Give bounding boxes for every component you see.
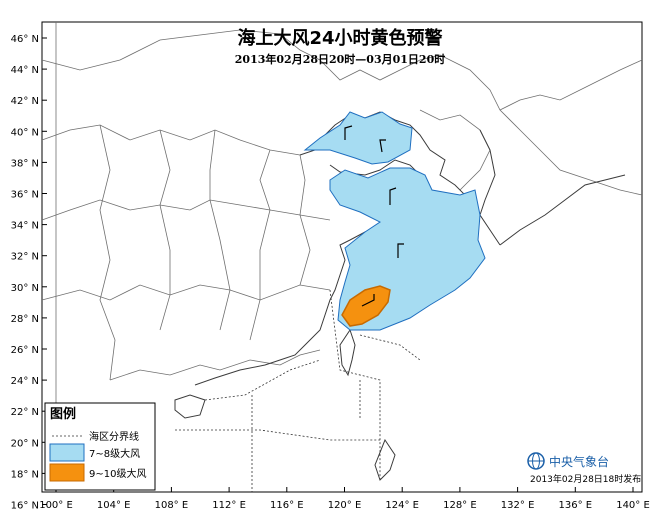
lon-label: 104° E <box>97 500 131 511</box>
legend-label-7-8: 7~8级大风 <box>89 447 140 460</box>
wind-barb-icon <box>361 294 375 307</box>
lat-label: 18° N <box>11 469 39 480</box>
cma-globe-icon <box>527 452 545 470</box>
wind-barb-icon <box>389 187 397 205</box>
lat-label: 34° N <box>11 221 39 232</box>
lon-label: 136° E <box>559 500 593 511</box>
lat-label: 46° N <box>11 34 39 45</box>
legend-label-9-10: 9~10级大风 <box>89 467 146 480</box>
longitude-axis: 100° E 104° E 108° E 112° E 116° E 120° E 124°… <box>39 487 650 511</box>
wind-barbs <box>344 125 404 307</box>
latitude-axis: 46° N 44° N 42° N 40° N 38° N 36° N 34° N 32° N… <box>11 34 47 512</box>
legend-swatch-7-8 <box>49 443 85 462</box>
lon-label: 132° E <box>501 500 535 511</box>
lat-label: 26° N <box>11 345 39 356</box>
lat-label: 44° N <box>11 65 39 76</box>
lat-label: 24° N <box>11 376 39 387</box>
map-subtitle: 2013年02月28日20时—03月01日20时 <box>235 52 445 66</box>
lon-label: 124° E <box>385 500 419 511</box>
lon-label: 140° E <box>616 500 650 511</box>
lat-label: 28° N <box>11 314 39 325</box>
lat-label: 38° N <box>11 158 39 169</box>
lat-label: 20° N <box>11 438 39 449</box>
issued-time: 2013年02月28日18时发布 <box>530 473 641 485</box>
lat-label: 22° N <box>11 407 39 418</box>
lon-label: 100° E <box>39 500 73 511</box>
map-title: 海上大风24小时黄色预警 <box>237 27 442 49</box>
wind-barb-icon <box>397 243 404 258</box>
publisher-name: 中央气象台 <box>549 454 609 469</box>
lon-label: 108° E <box>155 500 189 511</box>
legend-swatch-9-10 <box>49 463 85 482</box>
lon-label: 112° E <box>212 500 246 511</box>
gale-7-8-area <box>303 111 486 331</box>
lon-label: 120° E <box>328 500 362 511</box>
lat-label: 30° N <box>11 283 39 294</box>
lat-label: 32° N <box>11 252 39 263</box>
gale-9-10-area <box>341 285 391 327</box>
lat-label: 16° N <box>11 501 39 512</box>
legend-label-sea-boundary: 海区分界线 <box>89 430 139 443</box>
lat-label: 36° N <box>11 190 39 201</box>
lon-label: 116° E <box>270 500 304 511</box>
legend-title: 图例 <box>50 406 76 422</box>
wind-barb-icon <box>379 139 386 153</box>
wind-barb-icon <box>344 125 353 140</box>
legend: 图例 海区分界线 7~8级大风 9~10级大风 <box>44 402 156 491</box>
lat-label: 40° N <box>11 127 39 138</box>
lat-label: 42° N <box>11 96 39 107</box>
sea-area-boundaries <box>175 289 421 492</box>
lon-label: 128° E <box>443 500 477 511</box>
